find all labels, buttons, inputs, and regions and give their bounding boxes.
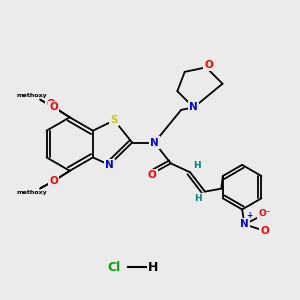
Text: O: O — [148, 170, 156, 180]
Text: O: O — [260, 226, 269, 236]
Text: methoxy: methoxy — [16, 93, 47, 98]
Text: H: H — [195, 194, 202, 203]
Text: S: S — [111, 115, 118, 125]
Text: O⁻: O⁻ — [259, 209, 271, 218]
Text: O: O — [49, 102, 58, 112]
Text: O: O — [204, 60, 213, 70]
Text: O: O — [49, 176, 58, 186]
Text: methoxy: methoxy — [16, 190, 47, 195]
Text: N: N — [105, 160, 114, 170]
Text: +: + — [247, 212, 253, 220]
Text: N: N — [189, 103, 198, 112]
Text: O: O — [49, 102, 58, 112]
Text: N: N — [240, 219, 249, 229]
Text: H: H — [193, 161, 200, 170]
Text: Cl: Cl — [108, 261, 121, 274]
Text: methoxy: methoxy — [38, 95, 45, 97]
Text: H: H — [148, 261, 158, 274]
Text: O: O — [46, 99, 55, 109]
Text: O: O — [49, 176, 58, 186]
Text: N: N — [150, 138, 159, 148]
